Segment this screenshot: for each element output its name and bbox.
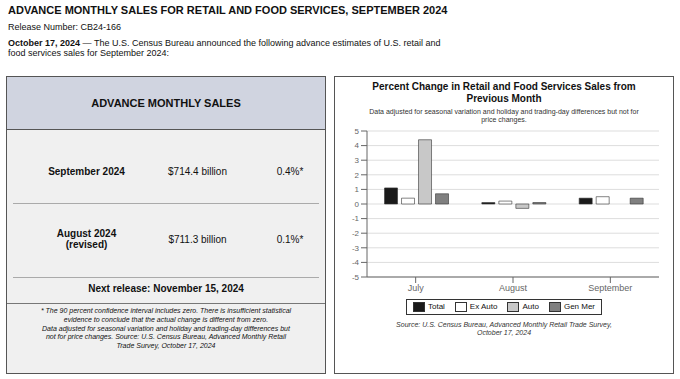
html-text:August 2024 (revised): August 2024 (revised) [56, 228, 117, 250]
svg-text:5: 5 [355, 127, 360, 136]
html-text:Percent Change in Retail and F: Percent Change in Retail and Food Servic… [372, 81, 636, 104]
html-text:Source: U.S. Census Bureau, Ad: Source: U.S. Census Bureau, Advanced Mon… [396, 320, 612, 337]
html-text:$711.3 billion: $711.3 billion [168, 233, 227, 245]
html-text:ADVANCE MONTHLY SALES: ADVANCE MONTHLY SALES [91, 97, 241, 109]
html-text:* The 90 percent confidence in: * The 90 percent confidence interval inc… [40, 307, 292, 349]
html-text:Data adjusted for seasonal var: Data adjusted for seasonal variation and… [369, 108, 639, 124]
html-text:0.4%*: 0.4%* [276, 165, 304, 177]
html-text:Auto: Auto [522, 302, 539, 312]
svg-text:-3: -3 [352, 243, 360, 252]
svg-text:4: 4 [355, 141, 360, 150]
svg-text:2: 2 [355, 170, 360, 179]
html-text:Release Number: CB24-166: Release Number: CB24-166 [8, 22, 122, 32]
svg-text:-5: -5 [352, 273, 360, 282]
html-text:Total: Total [428, 302, 445, 312]
html-text:October 17, 2024 — The U.S. Ce: October 17, 2024 — The U.S. Census Burea… [8, 38, 441, 58]
svg-text:3: 3 [355, 156, 360, 165]
svg-text:August: August [499, 283, 528, 293]
svg-text:-4: -4 [352, 258, 360, 267]
html-text:Ex Auto: Ex Auto [469, 302, 498, 312]
svg-text:-1: -1 [352, 214, 360, 223]
html-text:$714.4 billion: $714.4 billion [168, 165, 227, 177]
html-text:Next release: November 15, 202: Next release: November 15, 2024 [88, 283, 244, 294]
html-text:ADVANCE MONTHLY SALES FOR RETA: ADVANCE MONTHLY SALES FOR RETAIL AND FOO… [8, 4, 448, 16]
svg-text:July: July [408, 283, 425, 293]
svg-text:1: 1 [355, 185, 360, 194]
html-text:0.1%*: 0.1%* [276, 233, 304, 245]
svg-text:-2: -2 [352, 229, 360, 238]
svg-text:0: 0 [355, 200, 360, 209]
html-text:Gen Mer: Gen Mer [563, 302, 595, 312]
svg-text:September: September [588, 283, 632, 293]
html-text:September 2024: September 2024 [48, 165, 125, 177]
